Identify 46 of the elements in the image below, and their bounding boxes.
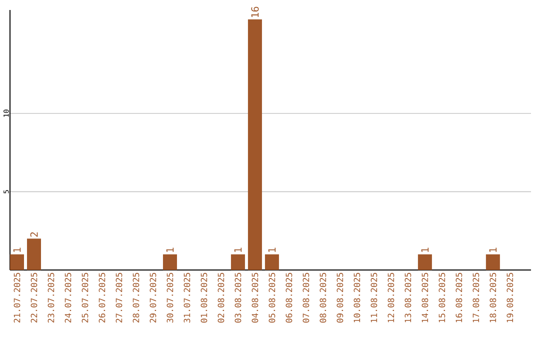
x-tick-label: 26.07.2025 [98,272,106,323]
data-label: 1 [13,248,21,252]
x-tick-label: 13.08.2025 [404,272,412,322]
x-tick-label: 11.08.2025 [370,272,378,322]
data-label: 2 [30,232,38,237]
x-tick-label: 08.08.2025 [320,272,326,323]
x-tick-label: 28.07.2025 [132,272,140,323]
bar [248,19,262,270]
x-tick-label: 19.08.2025 [506,272,514,322]
data-label: 1 [268,248,276,252]
data-label: 1 [489,248,497,252]
bar [418,254,432,270]
x-tick-label: 15.08.2025 [438,272,446,322]
x-tick-label: 02.08.2025 [218,272,224,323]
x-tick-label: 23.07.2025 [48,272,54,323]
bar [264,254,279,270]
x-tick-label: 01.08.2025 [200,272,208,323]
x-tick-label: 06.08.2025 [286,272,292,323]
x-tick-label: 16.08.2025 [456,272,462,322]
data-label: 1 [166,248,174,252]
bar [230,254,245,270]
x-tick-label: 31.07.2025 [184,272,190,323]
x-tick-label: 25.07.2025 [82,272,88,323]
x-tick-label: 07.08.2025 [302,272,310,323]
data-label: 1 [234,248,242,252]
x-tick-label: 03.08.2025 [234,272,242,323]
bar [10,254,24,270]
data-label: 16 [251,6,259,17]
bar [26,238,41,270]
x-tick-label: 30.07.2025 [166,272,174,323]
bar [162,254,177,270]
x-tick-label: 12.08.2025 [388,272,394,322]
x-tick-label: 24.07.2025 [64,272,72,323]
data-label: 1 [421,248,429,252]
x-tick-label: 14.08.2025 [422,272,428,322]
x-tick-label: 18.08.2025 [490,272,496,322]
bar [486,254,500,270]
x-tick-label: 21.07.2025 [14,272,20,323]
x-tick-label: 04.08.2025 [252,272,258,323]
x-tick-label: 17.08.2025 [472,272,480,322]
x-tick-label: 05.08.2025 [268,272,276,323]
x-tick-label: 22.07.2025 [30,272,38,323]
x-tick-label: 27.07.2025 [116,272,122,323]
x-tick-label: 09.08.2025 [336,272,344,323]
x-tick-label: 29.07.2025 [150,272,156,323]
x-tick-label: 10.08.2025 [354,272,360,322]
